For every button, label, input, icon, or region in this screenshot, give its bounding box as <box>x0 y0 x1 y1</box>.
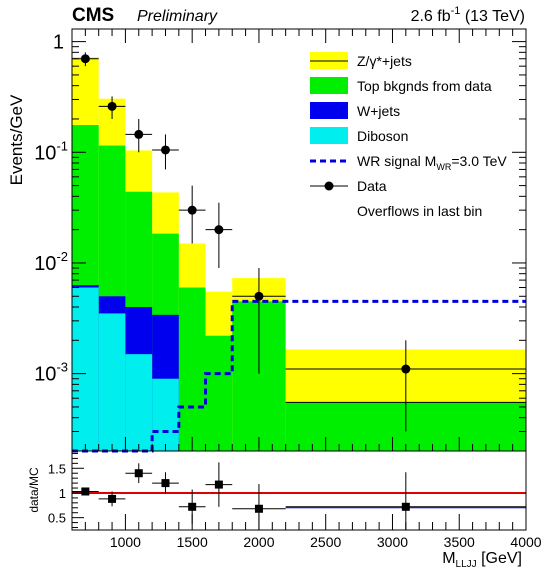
legend-signal-label: WR signal MWR=3.0 TeV <box>357 153 507 172</box>
ratio-frame <box>71 450 527 531</box>
x-axis-label: MLLJJ [GeV] <box>442 550 522 570</box>
y-tick-exp-2: -2 <box>56 249 68 264</box>
y-tick-base-0: 1 <box>53 32 64 54</box>
y-tick-base-2: 10 <box>34 253 56 275</box>
stack-bar-1-5 <box>205 335 233 451</box>
main-panel: 110-110-210-3 Events/GeV <box>7 28 527 453</box>
ratio-xtick-label-3: 2500 <box>310 534 341 550</box>
legend-label-1: Top bkgnds from data <box>357 78 492 94</box>
y-tick-label-0: 1 <box>53 32 64 54</box>
legend-label-2: W+jets <box>357 103 400 119</box>
y-tick-base-3: 10 <box>34 364 56 386</box>
main-axes: 110-110-210-3 <box>34 29 527 452</box>
legend: Z/γ*+jets Top bkgnds from data W+jets Dibos… <box>310 52 507 219</box>
ratio-ytick-label-2: 1.5 <box>48 461 66 476</box>
data-point-7 <box>401 364 411 374</box>
legend-swatch-3 <box>310 127 348 144</box>
data-point-0 <box>80 54 90 64</box>
ratio-y-axis-label: data/MC <box>27 467 41 513</box>
lumi-label: 2.6 fb-1 (13 TeV) <box>411 5 525 25</box>
legend-signal-part-0: WR signal M <box>357 153 436 169</box>
y-tick-exp-3: -3 <box>56 360 68 375</box>
data-point-4 <box>187 205 197 215</box>
data-point-3 <box>160 145 170 155</box>
stack-bar-3-2 <box>125 354 153 451</box>
lumi-value: 2.6 fb <box>411 8 451 25</box>
ratio-xtick-label-1: 1500 <box>177 534 208 550</box>
x-axis-label-main: M <box>442 550 455 567</box>
ratio-point-6 <box>254 504 263 513</box>
legend-signal-part-2: =3.0 TeV <box>451 153 507 169</box>
legend-swatch-2 <box>310 102 348 119</box>
ratio-xtick-label-6: 4000 <box>510 534 541 550</box>
ratio-point-7 <box>401 502 410 511</box>
ratio-point-2 <box>134 469 143 478</box>
energy-label: (13 TeV) <box>460 8 525 25</box>
lumi-exponent: -1 <box>451 5 461 17</box>
main-y-axis-label: Events/GeV <box>7 94 26 185</box>
legend-swatch-1 <box>310 77 348 94</box>
y-tick-label-1: 10-1 <box>34 138 68 164</box>
y-tick-exp-1: -1 <box>56 138 68 153</box>
legend-data-label: Data <box>357 178 387 194</box>
ratio-point-3 <box>161 479 170 488</box>
ratio-point-4 <box>188 502 197 511</box>
ratio-panel: 0.5 1 1.5 1000 1500 2000 2500 3000 3500 4000 data… <box>27 450 542 570</box>
ratio-point-0 <box>81 487 90 496</box>
status-label: Preliminary <box>137 8 218 25</box>
legend-data-marker <box>324 181 334 191</box>
legend-signal-part-1: WR <box>436 162 451 172</box>
stack-fills <box>72 56 526 452</box>
data-point-2 <box>134 129 144 139</box>
ratio-point-5 <box>214 480 223 489</box>
data-point-1 <box>107 101 117 111</box>
x-axis-label-sub: LLJJ <box>456 559 477 570</box>
ratio-xtick-label-2: 2000 <box>243 534 274 550</box>
legend-label-3: Diboson <box>357 128 408 144</box>
data-point-6 <box>254 291 264 301</box>
y-tick-label-3: 10-3 <box>34 360 68 386</box>
ratio-point-1 <box>108 494 117 503</box>
stack-bar-3-1 <box>98 313 126 451</box>
data-point-5 <box>214 225 224 235</box>
stack-bar-3-3 <box>152 378 179 451</box>
ratio-ytick-label-1: 1 <box>59 486 66 501</box>
data-points <box>72 52 526 432</box>
ratio-xtick-label-4: 3000 <box>377 534 408 550</box>
stack-bar-1-4 <box>178 287 206 451</box>
experiment-label: CMS <box>72 5 114 26</box>
stack-bar-3-0 <box>72 287 99 451</box>
y-tick-base-1: 10 <box>34 142 56 164</box>
y-tick-label-2: 10-2 <box>34 249 68 275</box>
ratio-ytick-label-0: 0.5 <box>48 511 66 526</box>
ratio-xtick-label-0: 1000 <box>110 534 141 550</box>
legend-note: Overflows in last bin <box>357 203 482 219</box>
x-axis-label-unit: [GeV] <box>477 550 522 567</box>
legend-label-0: Z/γ*+jets <box>357 53 412 69</box>
ratio-xtick-label-5: 3500 <box>444 534 475 550</box>
ratio-content: 0.5 1 1.5 1000 1500 2000 2500 3000 3500 4000 <box>48 452 542 550</box>
